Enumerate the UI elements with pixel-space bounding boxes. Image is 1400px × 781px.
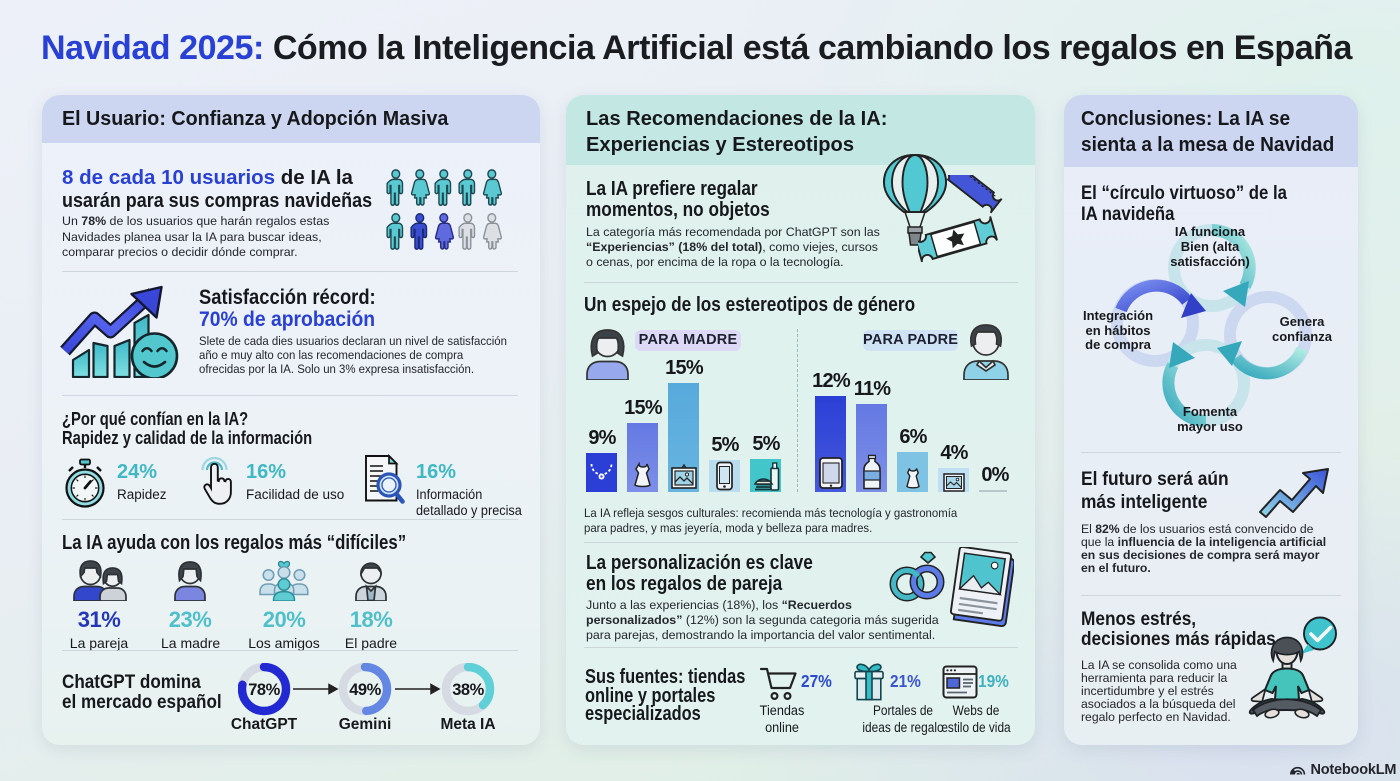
svg-text:78%: 78% [248,681,280,699]
svg-text:38%: 38% [452,681,484,699]
svg-text:49%: 49% [349,681,381,699]
